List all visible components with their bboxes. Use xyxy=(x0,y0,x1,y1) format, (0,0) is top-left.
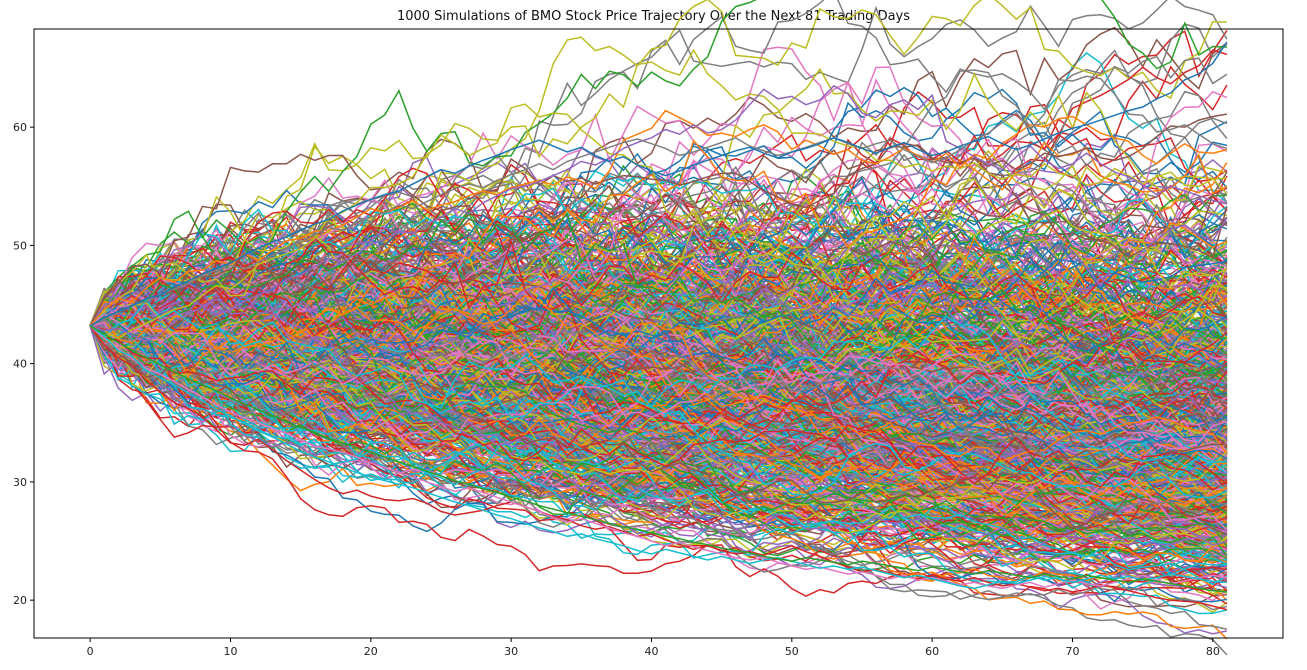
x-tick-label-20: 20 xyxy=(364,645,378,658)
series-lines-group xyxy=(89,0,1228,656)
x-tick-label-10: 10 xyxy=(223,645,237,658)
simulation-line-989 xyxy=(89,298,1227,468)
x-tick-label-0: 0 xyxy=(87,645,94,658)
simulation-line-746 xyxy=(89,90,1228,345)
x-tick-label-70: 70 xyxy=(1065,645,1079,658)
simulation-line-996 xyxy=(89,325,1228,611)
simulation-line-986 xyxy=(89,313,1228,443)
simulation-line-993 xyxy=(89,84,1228,343)
simulation-line-660 xyxy=(89,86,1228,327)
simulation-line-988 xyxy=(89,103,1228,327)
simulation-line-893 xyxy=(89,325,1228,575)
simulation-line-962 xyxy=(89,317,1228,547)
simulation-line-997 xyxy=(89,325,1228,590)
simulation-line-813 xyxy=(89,214,1228,376)
simulation-line-995 xyxy=(89,41,1228,327)
simulation-line-964 xyxy=(89,292,1228,461)
simulation-line-926 xyxy=(89,181,1228,375)
y-tick-label-30: 30 xyxy=(13,476,27,489)
simulation-line-943 xyxy=(89,237,1228,332)
simulation-line-992 xyxy=(89,109,1228,327)
simulation-line-999 xyxy=(89,325,1227,593)
simulation-line-842 xyxy=(89,0,1227,327)
y-tick-label-50: 50 xyxy=(13,239,27,252)
simulation-line-857 xyxy=(89,117,1228,361)
x-tick-label-50: 50 xyxy=(785,645,799,658)
simulation-line-981 xyxy=(89,294,1228,462)
simulation-line-982 xyxy=(89,211,1227,358)
simulation-line-927 xyxy=(89,325,1228,611)
simulation-line-200 xyxy=(89,170,1228,327)
simulation-line-983 xyxy=(89,325,1228,488)
simulation-line-960 xyxy=(89,304,1228,443)
simulation-line-998 xyxy=(89,325,1227,590)
simulation-line-963 xyxy=(89,239,1228,491)
simulation-line-916 xyxy=(89,279,1228,405)
simulation-line-972 xyxy=(89,292,1228,557)
simulation-line-934 xyxy=(89,263,1228,392)
simulation-line-979 xyxy=(89,312,1228,499)
simulation-line-950 xyxy=(90,269,1228,412)
simulation-line-978 xyxy=(89,302,1228,523)
simulation-line-984 xyxy=(89,291,1228,553)
simulation-line-961 xyxy=(90,317,1228,562)
simulation-line-976 xyxy=(89,322,1228,531)
y-tick-label-20: 20 xyxy=(13,594,27,607)
simulation-line-931 xyxy=(89,308,1227,499)
simulation-line-975 xyxy=(89,323,1228,536)
x-tick-label-30: 30 xyxy=(504,645,518,658)
simulation-line-991 xyxy=(89,48,1227,340)
simulation-line-969 xyxy=(89,317,1228,586)
x-tick-label-60: 60 xyxy=(925,645,939,658)
simulation-line-958 xyxy=(89,303,1228,455)
x-tick-label-80: 80 xyxy=(1206,645,1220,658)
simulation-line-953 xyxy=(89,278,1228,526)
simulation-line-948 xyxy=(89,284,1228,410)
y-axis-ticks: 20 30 40 50 60 xyxy=(13,121,34,607)
simulation-line-839 xyxy=(89,208,1228,453)
simulation-line-994 xyxy=(89,75,1228,327)
simulation-line-974 xyxy=(90,217,1228,341)
y-tick-label-40: 40 xyxy=(13,358,27,371)
simulation-line-965 xyxy=(89,257,1228,456)
simulation-line-987 xyxy=(89,318,1227,488)
chart-title: 1000 Simulations of BMO Stock Price Traj… xyxy=(396,9,911,24)
simulation-line-990 xyxy=(89,113,1228,327)
x-axis-ticks: 0 10 20 30 40 50 60 70 80 xyxy=(87,638,1220,658)
y-tick-label-60: 60 xyxy=(13,121,27,134)
simulation-line-971 xyxy=(89,308,1228,508)
plot-frame xyxy=(33,28,1284,639)
simulation-line-470 xyxy=(89,88,1228,327)
x-tick-label-40: 40 xyxy=(644,645,658,658)
